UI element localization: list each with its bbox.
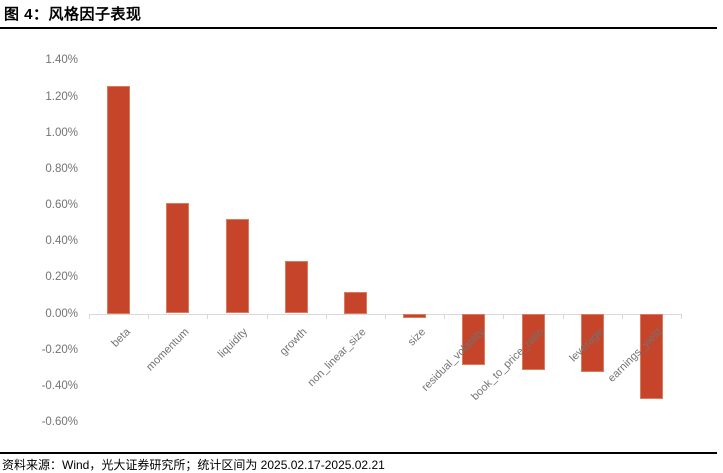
figure-title: 图 4：风格因子表现 (4, 6, 142, 23)
x-axis-label-beta: beta (108, 326, 133, 350)
title-divider (0, 27, 717, 29)
y-axis-tick-label: 0.40% (45, 235, 78, 248)
bar-earnings_yield (640, 314, 663, 399)
x-axis-tick (385, 314, 386, 319)
x-axis-tick (503, 314, 504, 319)
y-axis-tick-label: 1.40% (45, 54, 78, 67)
x-axis-tick (681, 314, 682, 319)
x-axis-tick (148, 314, 149, 319)
y-axis-tick-label: 0.00% (45, 307, 78, 320)
x-axis-tick (444, 314, 445, 319)
bar-book_to_price_ratio (522, 314, 545, 370)
x-axis-tick (326, 314, 327, 319)
footer-divider (0, 452, 717, 454)
bar-residual_volatility (462, 314, 485, 365)
x-axis-tick (563, 314, 564, 319)
y-axis-tick-label: 1.20% (45, 90, 78, 103)
x-axis-label-non_linear_size: non_linear_size (305, 326, 369, 389)
x-axis-tick (622, 314, 623, 319)
y-axis-tick-label: -0.20% (41, 343, 78, 356)
x-axis-label-growth: growth (277, 326, 310, 358)
bar-non_linear_size (344, 292, 367, 314)
y-axis-tick-label: -0.40% (41, 379, 78, 392)
y-axis-tick-label: -0.60% (41, 415, 78, 428)
x-axis-label-size: size (406, 326, 429, 349)
y-axis-tick-label: 0.20% (45, 271, 78, 284)
bar-leverage (581, 314, 604, 372)
y-axis-tick-label: 0.60% (45, 199, 78, 212)
x-axis-label-liquidity: liquidity (216, 326, 251, 361)
bar-growth (285, 261, 308, 313)
source-note: 资料来源：Wind，光大证券研究所；统计区间为 2025.02.17-2025.… (2, 458, 385, 472)
bar-liquidity (226, 219, 249, 313)
x-axis-tick (89, 314, 90, 319)
y-axis-tick-label: 1.00% (45, 126, 78, 139)
bar-beta (107, 86, 130, 314)
bar-size (403, 314, 426, 318)
x-axis-tick (207, 314, 208, 319)
x-axis-label-momentum: momentum (144, 326, 192, 374)
x-axis-tick (267, 314, 268, 319)
bar-momentum (166, 203, 189, 313)
y-axis-tick-label: 0.80% (45, 162, 78, 175)
